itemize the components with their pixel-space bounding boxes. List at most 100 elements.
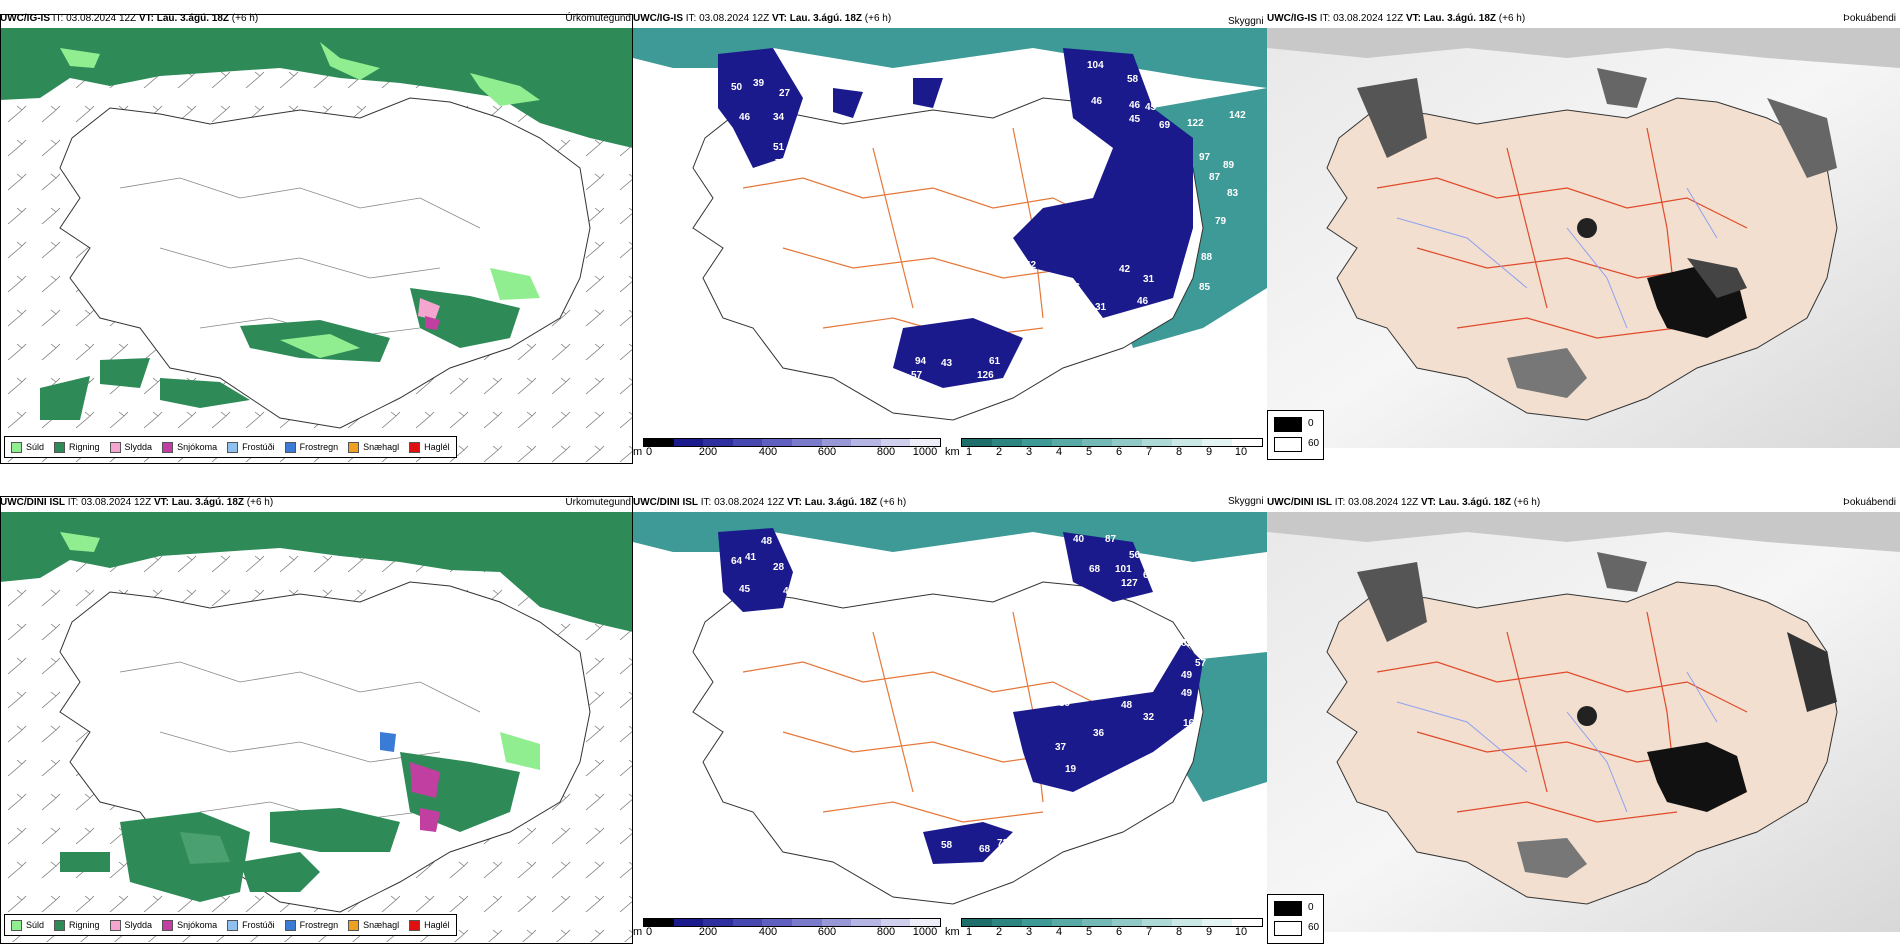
- cloud-base-label: 58: [1127, 74, 1139, 85]
- model-name: UWC/IG-IS: [1267, 13, 1317, 24]
- visibility-title-bottom: Skyggni: [1228, 496, 1264, 507]
- cloud-base-label: 59: [1019, 700, 1031, 711]
- cloud-base-label: 87: [1209, 172, 1221, 183]
- legend-swatch: [162, 919, 174, 931]
- colorbar-tick: 10: [1234, 926, 1248, 938]
- cloud-base-label: 37: [1055, 742, 1067, 753]
- legend-swatch: [54, 919, 66, 931]
- colorbar-tick: 8: [1175, 926, 1183, 938]
- cloud-base-label: 74: [1019, 264, 1031, 275]
- legend-label: Frostregn: [299, 920, 339, 930]
- cloud-base-label: 21: [1067, 342, 1079, 353]
- colorbar-tick: 5: [1085, 926, 1093, 938]
- legend-item: Rigning: [54, 441, 100, 453]
- legend-label: Frostúði: [242, 920, 275, 930]
- lead-time: (+6 h): [864, 13, 892, 24]
- vt-label: VT:: [153, 497, 169, 508]
- colorbar-tick: 7: [1145, 926, 1153, 938]
- cloud-base-label: 56: [1129, 550, 1141, 561]
- iceland-land: [692, 581, 1204, 905]
- init-time: 03.08.2024 12Z: [81, 497, 152, 508]
- cloud-base-label: 39: [753, 78, 765, 89]
- cloud-base-label: 39: [1059, 698, 1071, 709]
- fog-index-map: [1267, 28, 1900, 448]
- colorbar-tick: 1: [965, 926, 973, 938]
- cloud-base-label: 160: [1183, 718, 1200, 729]
- cloud-base-label: 19: [1065, 764, 1077, 775]
- visibility-colorbar: km 1 2 3 4 5 6 7 8 9 10: [945, 918, 1265, 942]
- legend-swatch: [109, 441, 121, 453]
- cloud-base-label: 88: [1201, 252, 1213, 263]
- precip-type-panel-bottom: UWC/DINI ISL IT: 03.08.2024 12Z VT: Lau.…: [0, 496, 633, 946]
- vt-label: VT:: [771, 13, 787, 24]
- sea-visibility-north: [633, 28, 1267, 88]
- cloud-base-label: 41: [783, 586, 795, 597]
- cloud-base-label: 64: [731, 556, 743, 567]
- rain-band-north: [0, 28, 633, 148]
- cloud-base-label: 27: [779, 88, 791, 99]
- cloud-base-label: 46: [1091, 96, 1103, 107]
- fog-legend: 0 60: [1267, 894, 1324, 944]
- legend-item: Súld: [11, 919, 44, 931]
- legend-swatch: [348, 441, 360, 453]
- cloud-base-map: 50 39 27 46 34 51 76 104 58 46 46 45 45 …: [633, 28, 1267, 421]
- colorbar-unit: km: [945, 926, 960, 938]
- it-label: IT:: [1334, 497, 1346, 508]
- low-cloud-nw: [718, 528, 793, 612]
- cloud-base-label: 40: [1073, 534, 1085, 545]
- rain-band-north: [0, 512, 633, 632]
- legend-label: Slydda: [124, 442, 153, 452]
- cloud-base-label: 43: [941, 358, 953, 369]
- legend-item: Haglél: [409, 441, 450, 453]
- legend-item: Snjókoma: [162, 919, 218, 931]
- colorbar-unit: m: [633, 446, 643, 458]
- legend-swatch-60: [1274, 437, 1302, 452]
- cloud-base-label: 79: [1215, 216, 1227, 227]
- legend-label: Snjókoma: [177, 920, 218, 930]
- lead-time: (+6 h): [231, 13, 259, 24]
- legend-swatch: [227, 441, 239, 453]
- legend-label: Snjókoma: [177, 442, 218, 452]
- legend-swatch: [409, 919, 421, 931]
- legend-label: Súld: [26, 442, 45, 452]
- cloud-base-label: 46: [1137, 296, 1149, 307]
- valid-time: Lau. 3.ágú. 18Z: [1438, 497, 1511, 508]
- colorbar-tick: 600: [817, 446, 837, 458]
- valid-time: Lau. 3.ágú. 18Z: [171, 497, 244, 508]
- it-label: IT:: [1319, 13, 1331, 24]
- colorbar-tick: 10: [1234, 446, 1248, 458]
- colorbar-tick: 1000: [912, 446, 938, 458]
- cloud-base-label: 49: [1181, 670, 1193, 681]
- colorbar-tick: 6: [1115, 926, 1123, 938]
- fog-panel-top: UWC/IG-IS IT: 03.08.2024 12Z VT: Lau. 3.…: [1267, 12, 1900, 464]
- fog-legend: 0 60: [1267, 410, 1324, 460]
- legend-label: Rigning: [69, 442, 100, 452]
- colorbar-tick: 0: [645, 926, 653, 938]
- precip-type-legend: Súld Rigning Slydda Snjókoma Frostúði Fr…: [4, 436, 457, 458]
- lead-time: (+6 h): [1513, 497, 1541, 508]
- init-time: 03.08.2024 12Z: [714, 497, 785, 508]
- legend-high: 60: [1308, 922, 1320, 933]
- cloud-base-panel-bottom: UWC/DINI ISL IT: 03.08.2024 12Z VT: Lau.…: [633, 496, 1267, 946]
- cloud-base-label: 85: [1181, 638, 1193, 649]
- cloud-base-label: 72: [779, 618, 791, 629]
- legend-low: 0: [1308, 418, 1314, 429]
- vt-label: VT:: [786, 497, 802, 508]
- cloud-base-label: 97: [1199, 152, 1211, 163]
- parameter-title: Þokuábendi: [1843, 497, 1896, 508]
- model-name: UWC/DINI ISL: [1267, 497, 1332, 508]
- legend-label: Slydda: [124, 920, 153, 930]
- cloud-base-label: 36: [1069, 282, 1081, 293]
- legend-swatch: [11, 919, 22, 931]
- low-cloud-east: [1013, 642, 1203, 792]
- cloud-base-label: 57: [1195, 658, 1207, 669]
- legend-item: Haglél: [409, 919, 450, 931]
- cloud-base-label: 61: [989, 356, 1001, 367]
- cloud-base-label: 45: [1145, 102, 1157, 113]
- valid-time: Lau. 3.ágú. 18Z: [789, 13, 862, 24]
- lead-time: (+6 h): [879, 497, 907, 508]
- cloud-base-label: 122: [1187, 118, 1204, 129]
- legend-item: Frostúði: [227, 919, 275, 931]
- legend-label: Rigning: [69, 920, 100, 930]
- cloud-base-label: 50: [731, 82, 743, 93]
